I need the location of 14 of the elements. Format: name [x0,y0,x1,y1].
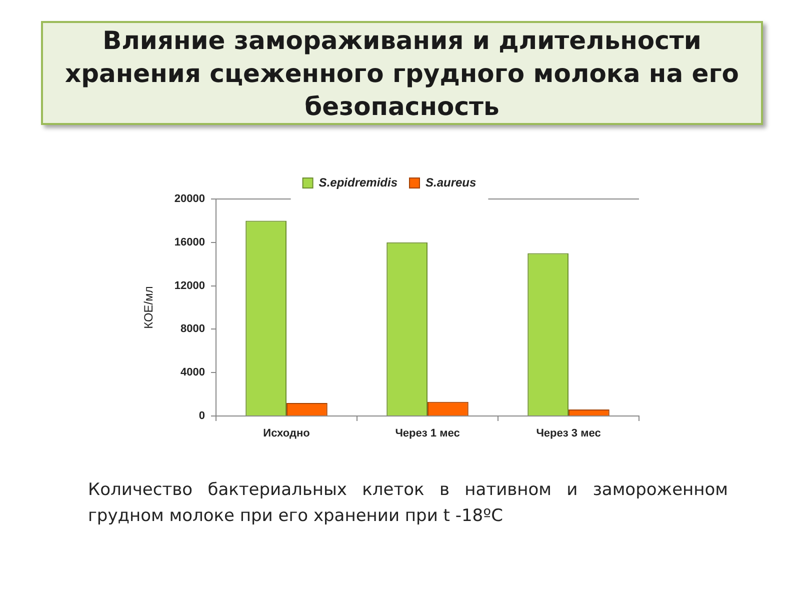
chart-title: Влияние замораживания и длительности хранения сцеженного грудного молока на его безопасность [44,24,760,122]
y-tick-label: 4000 [180,366,205,379]
y-tick-label: 0 [198,410,205,422]
legend-label: S.aureus [426,175,477,190]
y-tick-label: 8000 [180,323,205,336]
x-tick-label: Через 3 мес [536,428,601,440]
y-tick-label: 16000 [174,236,205,248]
y-tick-label: 12000 [174,280,205,292]
x-tick-label: Исходно [263,428,310,440]
x-tick-label: Через 1 мес [395,428,460,440]
y-tick-label: 20000 [174,193,205,206]
legend-label: S.epidremidis [318,175,398,190]
text: Количество бактериальных клеток в нативном и замороженном грудном молоке при его хранении при t -18ºC [88,479,728,528]
y-axis-title: КОЕ/мл [142,286,156,329]
